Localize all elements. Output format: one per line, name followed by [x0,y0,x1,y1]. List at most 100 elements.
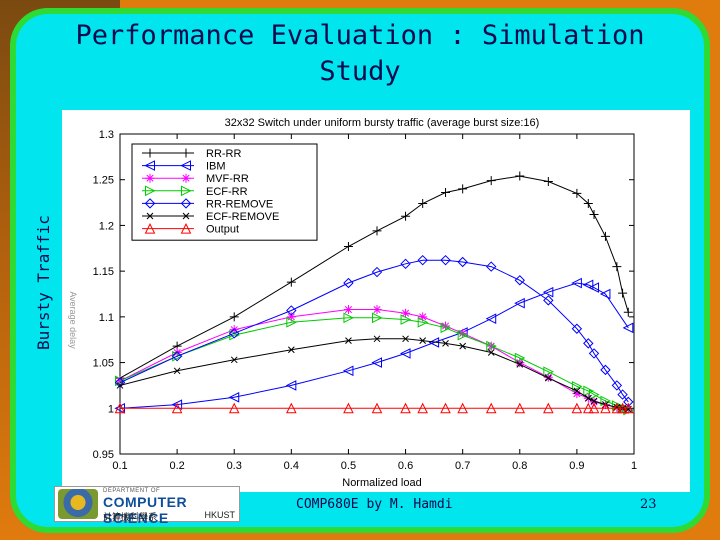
logo-emblem [58,489,98,519]
y-axis-label: Average delay [68,291,78,349]
data-point-ibm [588,282,600,293]
data-point-rr-remove [623,396,634,408]
x-tick-label: 0.1 [112,460,127,472]
y-tick-label: 1 [108,403,114,415]
delay-chart: 32x32 Switch under uniform bursty traffi… [68,117,637,489]
logo-top-text: DEPARTMENT OF [103,488,161,494]
data-point-ecf-rr [543,366,554,378]
data-point-rr-remove [371,266,383,278]
data-point-output [343,402,354,414]
data-point-output [514,402,526,414]
data-point-rr-remove [286,305,297,316]
x-tick-label: 1 [631,460,637,472]
data-point-rr-remove [229,328,240,339]
slide-title: Performance Evaluation : Simulation Stud… [75,20,645,87]
data-point-rr-remove [486,261,497,272]
y-tick-label: 0.95 [93,449,114,461]
data-point-ecf-remove [116,382,124,389]
data-point-ecf-remove [373,335,381,343]
data-point-rr-remove [617,389,628,400]
data-point-output [286,402,297,414]
x-axis-label: Normalized load [342,477,421,489]
data-point-output [400,402,411,414]
data-point-rr-rr [418,198,428,208]
data-point-output [571,402,583,414]
legend-marker-ecf-rr [145,185,156,197]
y-tick-label: 1.05 [93,358,114,370]
data-point-rr-rr [486,176,496,186]
data-point-ibm [399,348,411,359]
legend-marker-ibm [144,160,155,171]
data-point-ecf-remove [516,361,524,368]
data-point-mvf-rr [589,397,599,407]
data-point-ecf-rr [583,385,594,397]
legend-marker-ecf-remove [182,212,190,220]
legend-marker-ecf-remove [146,212,154,220]
x-tick-label: 0.3 [227,460,242,472]
legend-label-ibm: IBM [206,161,226,173]
data-point-mvf-rr [572,389,582,399]
legend-marker-rr-rr [181,148,191,158]
data-point-ecf-rr [417,317,429,328]
axes-frame: 0.1 0.2 0.3 0.4 0.5 0.6 0.7 0.8 0.9 1 0.95 1 1.05 1.1… [93,129,637,472]
data-point-ibm [599,288,611,300]
data-point-rr-remove [343,277,354,289]
data-point-mvf-rr [286,312,296,322]
data-point-ecf-remove [613,404,621,411]
data-point-rr-remove [440,254,451,266]
data-point-rr-remove [583,338,594,349]
data-point-output [622,402,634,414]
legend-label-rr-rr: RR-RR [206,148,241,160]
data-point-output [171,402,183,414]
data-point-mvf-rr [418,312,428,322]
logo-chinese-text: 計算機科學系 [103,513,158,523]
y-tick-label: 1.3 [99,129,114,141]
data-point-output [600,402,611,414]
data-point-rr-remove [457,256,468,268]
data-point-output [228,402,240,414]
data-point-rr-rr [515,171,525,181]
data-point-ibm [285,380,297,391]
data-point-rr-remove [571,323,583,334]
data-point-ibm [485,313,497,324]
data-point-rr-remove [588,348,600,359]
legend: RR-RRIBMMVF-RRECF-RRRR-REMOVEECF-REMOVEO… [131,143,318,241]
series-line-rr-remove [119,259,629,403]
data-point-rr-remove [514,275,525,286]
data-point-ecf-remove [544,374,552,382]
data-point-mvf-rr [343,305,353,315]
data-point-mvf-rr [543,372,553,382]
data-point-ecf-remove [487,349,495,356]
data-point-rr-rr [589,209,599,219]
data-point-ecf-remove [419,337,427,344]
data-point-ibm [571,277,582,289]
data-point-rr-rr [600,231,610,241]
y-tick-label: 1.15 [93,266,114,278]
data-point-ecf-remove [590,397,598,405]
legend-label-rr-remove: RR-REMOVE [206,198,273,210]
legend-label-ecf-remove: ECF-REMOVE [206,211,279,223]
data-point-rr-rr [623,307,633,317]
data-point-mvf-rr [515,358,525,368]
data-point-ibm [228,392,240,403]
data-point-ecf-rr [343,312,355,324]
data-point-ecf-remove [230,356,238,364]
data-point-ecf-remove [402,335,409,343]
data-point-output [114,402,126,414]
legend-label-ecf-rr: ECF-RR [206,186,248,198]
legend-marker-rr-remove [180,198,192,209]
data-point-ecf-remove [584,394,592,402]
data-point-ecf-remove [345,337,352,344]
x-tick-label: 0.6 [398,460,413,472]
data-point-mvf-rr [172,348,182,358]
data-point-rr-rr [583,198,593,208]
data-point-rr-rr [543,177,553,187]
data-point-output [611,402,623,414]
series-line-rr-rr [119,175,629,379]
data-point-ecf-remove [573,387,581,395]
data-point-ecf-remove [173,367,181,375]
data-point-output [543,402,554,414]
data-point-mvf-rr [401,308,411,318]
data-point-rr-remove [400,258,411,270]
footer-credit: COMP680E by M. Hamdi [296,497,453,512]
